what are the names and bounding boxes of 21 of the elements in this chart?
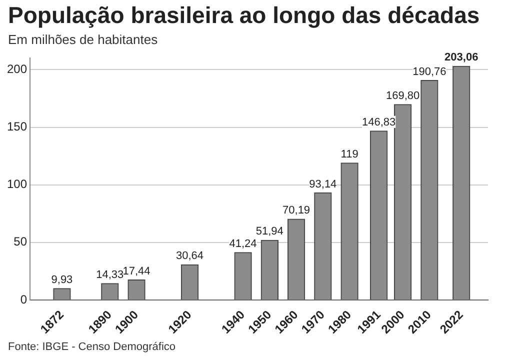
y-tick-label: 0 bbox=[20, 292, 28, 306]
y-tick-label: 150 bbox=[6, 120, 28, 134]
data-label: 146,83 bbox=[362, 116, 396, 128]
chart-subtitle: Em milhões de habitantes bbox=[8, 32, 158, 47]
data-label: 190,76 bbox=[412, 66, 446, 78]
data-label: 169,80 bbox=[386, 90, 420, 102]
y-tick-label: 200 bbox=[6, 62, 28, 76]
data-label: 41,24 bbox=[229, 238, 257, 250]
data-label: 9,93 bbox=[51, 274, 73, 286]
data-label: 119 bbox=[340, 148, 358, 160]
data-label: 51,94 bbox=[256, 226, 284, 238]
data-label: 14,33 bbox=[96, 268, 124, 281]
data-label: 30,64 bbox=[176, 250, 204, 262]
data-label: 17,44 bbox=[122, 265, 150, 278]
chart-title: População brasileira ao longo das décadas bbox=[8, 2, 480, 29]
data-label: 70,19 bbox=[282, 204, 310, 217]
y-tick-label: 50 bbox=[14, 234, 28, 249]
data-label: 203,06 bbox=[444, 52, 478, 64]
data-label: 93,14 bbox=[309, 178, 337, 190]
source-note: Fonte: IBGE - Censo Demográfico bbox=[8, 341, 176, 353]
y-tick-label: 100 bbox=[6, 177, 28, 192]
